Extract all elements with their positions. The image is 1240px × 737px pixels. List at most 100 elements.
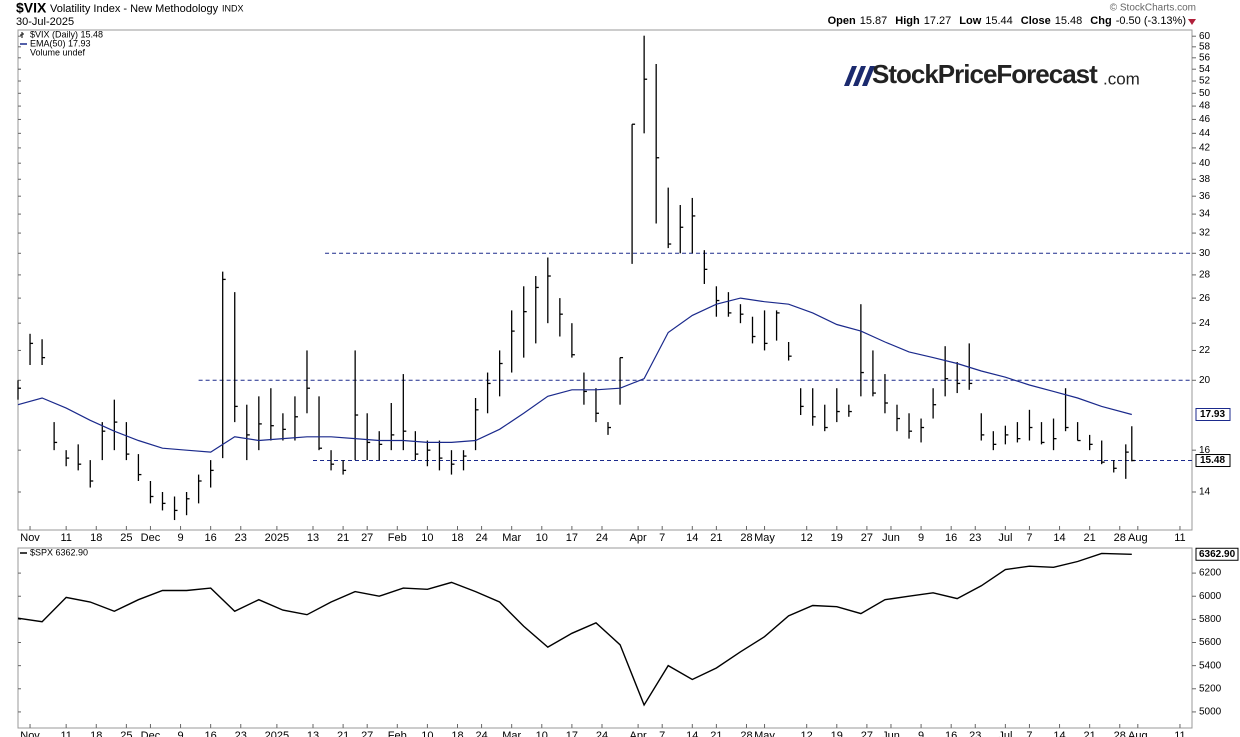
x-tick-label: 21 <box>710 730 722 737</box>
x-tick-label: 28 <box>740 532 752 544</box>
bottom-panel-frame <box>17 547 1193 729</box>
x-tick-label: 24 <box>475 532 487 544</box>
date: 30-Jul-2025 <box>16 16 74 28</box>
x-tick-label: 28 <box>1114 730 1126 737</box>
y-tick-label: 50 <box>1199 88 1211 99</box>
logo-mark <box>844 66 875 86</box>
x-tick-label: Dec <box>141 532 161 544</box>
quote: -0.50 (-3.13%) Chg 15.48 Close 15.44 Low 17.27… <box>828 15 1186 27</box>
x-tick-label: 11 <box>1174 532 1185 544</box>
copyright: © StockCharts.com <box>1110 3 1196 14</box>
x-tick-label: 19 <box>831 730 843 737</box>
exchange: INDX <box>222 3 244 13</box>
x-tick-label: 25 <box>120 730 132 737</box>
x-tick-label: 28 <box>740 730 752 737</box>
top-panel-frame <box>17 29 1193 531</box>
x-tick-label: 23 <box>235 730 247 737</box>
x-tick-label: 27 <box>361 730 373 737</box>
y-tick-label: 44 <box>1199 128 1211 139</box>
y-tick-label: 34 <box>1199 209 1211 220</box>
y-tick-label: 48 <box>1199 101 1211 112</box>
x-tick-label: 23 <box>235 532 247 544</box>
y-tick-label: 5000 <box>1199 707 1222 718</box>
x-tick-label: 7 <box>1026 730 1032 737</box>
x-tick-label: 18 <box>90 730 102 737</box>
ema-line <box>17 297 1132 453</box>
x-tick-label: Feb <box>388 730 407 737</box>
x-tick-label: 27 <box>861 730 873 737</box>
x-tick-label: 12 <box>801 532 813 544</box>
x-tick-label: 24 <box>596 730 608 737</box>
x-tick-label: 9 <box>918 532 924 544</box>
y-tick-label: 20 <box>1199 375 1211 386</box>
last-value-box <box>1195 547 1239 561</box>
x-tick-label: 24 <box>596 532 608 544</box>
x-tick-label: 24 <box>475 730 487 737</box>
x-tick-label: Aug <box>1128 730 1148 737</box>
x-tick-label: 2025 <box>265 532 289 544</box>
x-tick-label: 9 <box>177 532 183 544</box>
quote-label: Open <box>828 15 856 27</box>
y-tick-label: 16 <box>1199 445 1211 456</box>
x-tick-label: 11 <box>60 730 71 737</box>
x-tick-label: 12 <box>801 730 813 737</box>
x-tick-label: 11 <box>60 532 71 544</box>
x-tick-label: 7 <box>659 532 665 544</box>
x-tick-label: Jun <box>882 532 900 544</box>
y-tick-label: 30 <box>1199 248 1211 259</box>
x-tick-label: May <box>754 730 775 737</box>
y-tick-label: 26 <box>1199 293 1211 304</box>
y-tick-label: 52 <box>1199 76 1211 87</box>
y-tick-label: 32 <box>1199 228 1211 239</box>
x-tick-label: Mar <box>502 532 521 544</box>
x-tick-label: Jun <box>882 730 900 737</box>
x-tick-label: 17 <box>566 532 578 544</box>
y-tick-label: 54 <box>1199 64 1211 75</box>
y-tick-label: 5200 <box>1199 683 1222 694</box>
x-tick-label: 10 <box>536 532 548 544</box>
y-tick-label: 6200 <box>1199 568 1222 579</box>
last-value-label: 6362.90 <box>1199 549 1236 560</box>
y-tick-label: 42 <box>1199 143 1211 154</box>
x-tick-label: 9 <box>918 730 924 737</box>
y-tick-label: 38 <box>1199 174 1211 185</box>
quote-label: Chg <box>1090 15 1111 27</box>
x-tick-label: Feb <box>388 532 407 544</box>
y-tick-label: 24 <box>1199 318 1211 329</box>
last-value-box <box>1195 454 1231 468</box>
quote-value: -0.50 (-3.13%) <box>1116 15 1186 27</box>
quote-label: High <box>895 15 920 27</box>
x-tick-label: 14 <box>686 532 698 544</box>
x-tick-label: 7 <box>659 730 665 737</box>
x-tick-label: 10 <box>536 730 548 737</box>
y-tick-label: 56 <box>1199 52 1211 63</box>
spx-line <box>17 552 1132 707</box>
x-tick-label: 10 <box>421 730 433 737</box>
y-tick-label: 6000 <box>1199 591 1222 602</box>
quote-value: 17.27 <box>924 15 952 27</box>
x-tick-label: 21 <box>1084 532 1096 544</box>
x-tick-label: 23 <box>969 730 981 737</box>
x-tick-label: 18 <box>451 730 463 737</box>
quote-label: Low <box>959 15 981 27</box>
x-tick-label: 28 <box>1114 532 1126 544</box>
x-tick-label: 2025 <box>265 730 289 737</box>
x-tick-label: 14 <box>686 730 698 737</box>
x-tick-label: 16 <box>945 730 957 737</box>
x-tick-label: 14 <box>1053 532 1065 544</box>
x-tick-label: 7 <box>1026 532 1032 544</box>
last-value-label: 15.48 <box>1200 455 1225 466</box>
x-tick-label: 16 <box>205 532 217 544</box>
x-tick-label: 18 <box>451 532 463 544</box>
x-tick-label: Nov <box>20 532 40 544</box>
legend-entry: $VIX (Daily) 15.48 <box>30 29 103 39</box>
x-tick-label: Jul <box>998 730 1012 737</box>
down-arrow <box>1188 19 1196 25</box>
legend-entry: Volume undef <box>30 47 86 57</box>
legend-entry: EMA(50) 17.93 <box>30 38 91 48</box>
logo-suffix: .com <box>1103 69 1140 88</box>
last-value-box <box>1195 408 1231 422</box>
x-tick-label: May <box>754 532 775 544</box>
x-tick-label: 21 <box>1084 730 1096 737</box>
y-tick-label: 46 <box>1199 114 1211 125</box>
